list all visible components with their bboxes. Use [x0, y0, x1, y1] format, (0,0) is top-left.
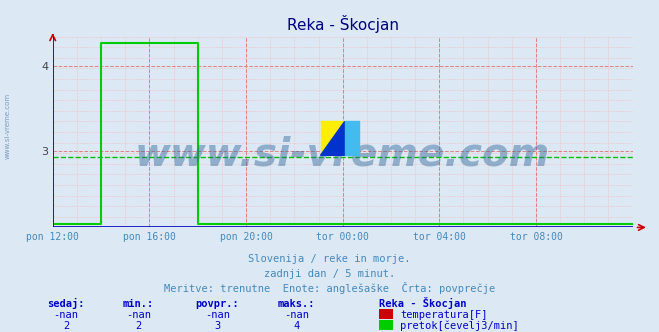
Polygon shape [320, 122, 345, 155]
Text: temperatura[F]: temperatura[F] [400, 310, 488, 320]
Text: -nan: -nan [205, 310, 230, 320]
Text: 2: 2 [135, 321, 142, 331]
Text: www.si-vreme.com: www.si-vreme.com [135, 136, 550, 174]
Text: maks.:: maks.: [278, 299, 315, 309]
Text: -nan: -nan [126, 310, 151, 320]
Polygon shape [320, 122, 345, 155]
Text: Meritve: trenutne  Enote: anglešaške  Črta: povprečje: Meritve: trenutne Enote: anglešaške Črta… [164, 282, 495, 294]
Text: Slovenija / reke in morje.: Slovenija / reke in morje. [248, 254, 411, 264]
Polygon shape [345, 122, 359, 155]
Text: Reka - Škocjan: Reka - Škocjan [379, 297, 467, 309]
Text: 3: 3 [214, 321, 221, 331]
Text: min.:: min.: [123, 299, 154, 309]
Text: -nan: -nan [284, 310, 309, 320]
Text: www.si-vreme.com: www.si-vreme.com [5, 93, 11, 159]
Text: -nan: -nan [53, 310, 78, 320]
Title: Reka - Škocjan: Reka - Škocjan [287, 15, 399, 33]
Text: sedaj:: sedaj: [47, 298, 84, 309]
Text: pretok[čevelj3/min]: pretok[čevelj3/min] [400, 320, 519, 331]
Text: povpr.:: povpr.: [196, 299, 239, 309]
Text: zadnji dan / 5 minut.: zadnji dan / 5 minut. [264, 269, 395, 279]
Text: 4: 4 [293, 321, 300, 331]
Text: 2: 2 [63, 321, 69, 331]
